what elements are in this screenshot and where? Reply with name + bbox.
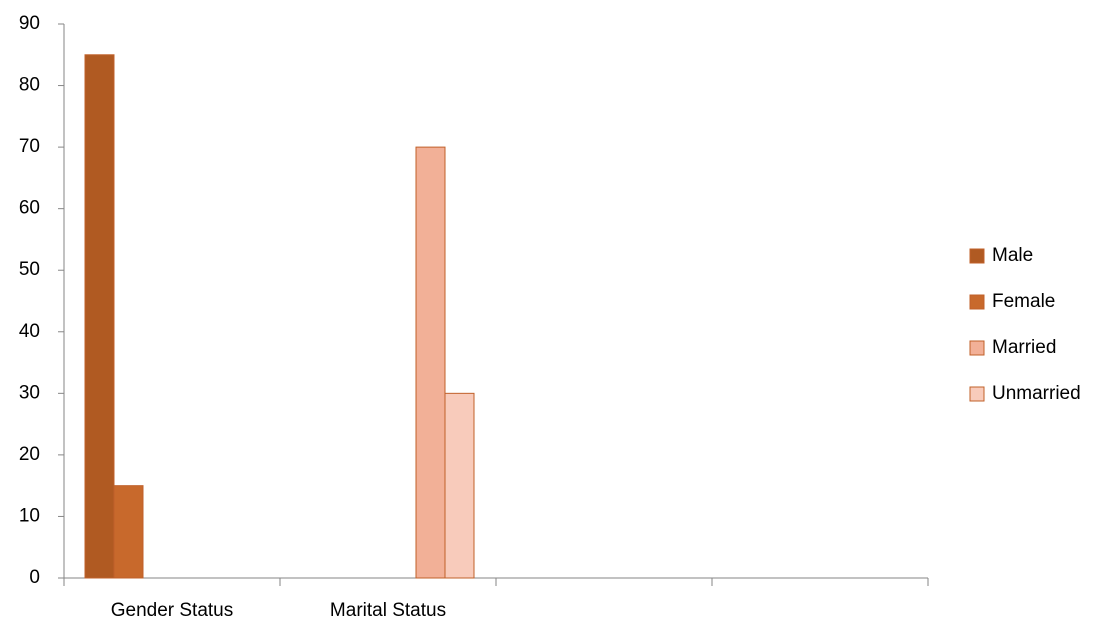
legend-label: Female [992,291,1055,312]
bar [84,54,115,579]
y-tick-label: 50 [19,259,40,280]
legend-label: Male [992,245,1033,266]
legend-label: Unmarried [992,383,1081,404]
legend-swatch [969,340,985,356]
bar [415,146,446,579]
y-tick-label: 20 [19,444,40,465]
x-tick-label: Gender Status [111,600,234,621]
y-tick-label: 70 [19,136,40,157]
legend-swatch [969,248,985,264]
y-tick-label: 30 [19,382,40,403]
y-tick-label: 60 [19,198,40,219]
legend-swatch [969,386,985,402]
legend-label: Married [992,337,1056,358]
x-tick-label: Marital Status [330,600,446,621]
legend-swatch [969,294,985,310]
y-tick-label: 40 [19,321,40,342]
y-tick-label: 80 [19,75,40,96]
y-tick-label: 0 [29,567,40,588]
bar [444,392,475,579]
y-tick-label: 90 [19,13,40,34]
bar [113,485,144,579]
y-tick-label: 10 [19,505,40,526]
